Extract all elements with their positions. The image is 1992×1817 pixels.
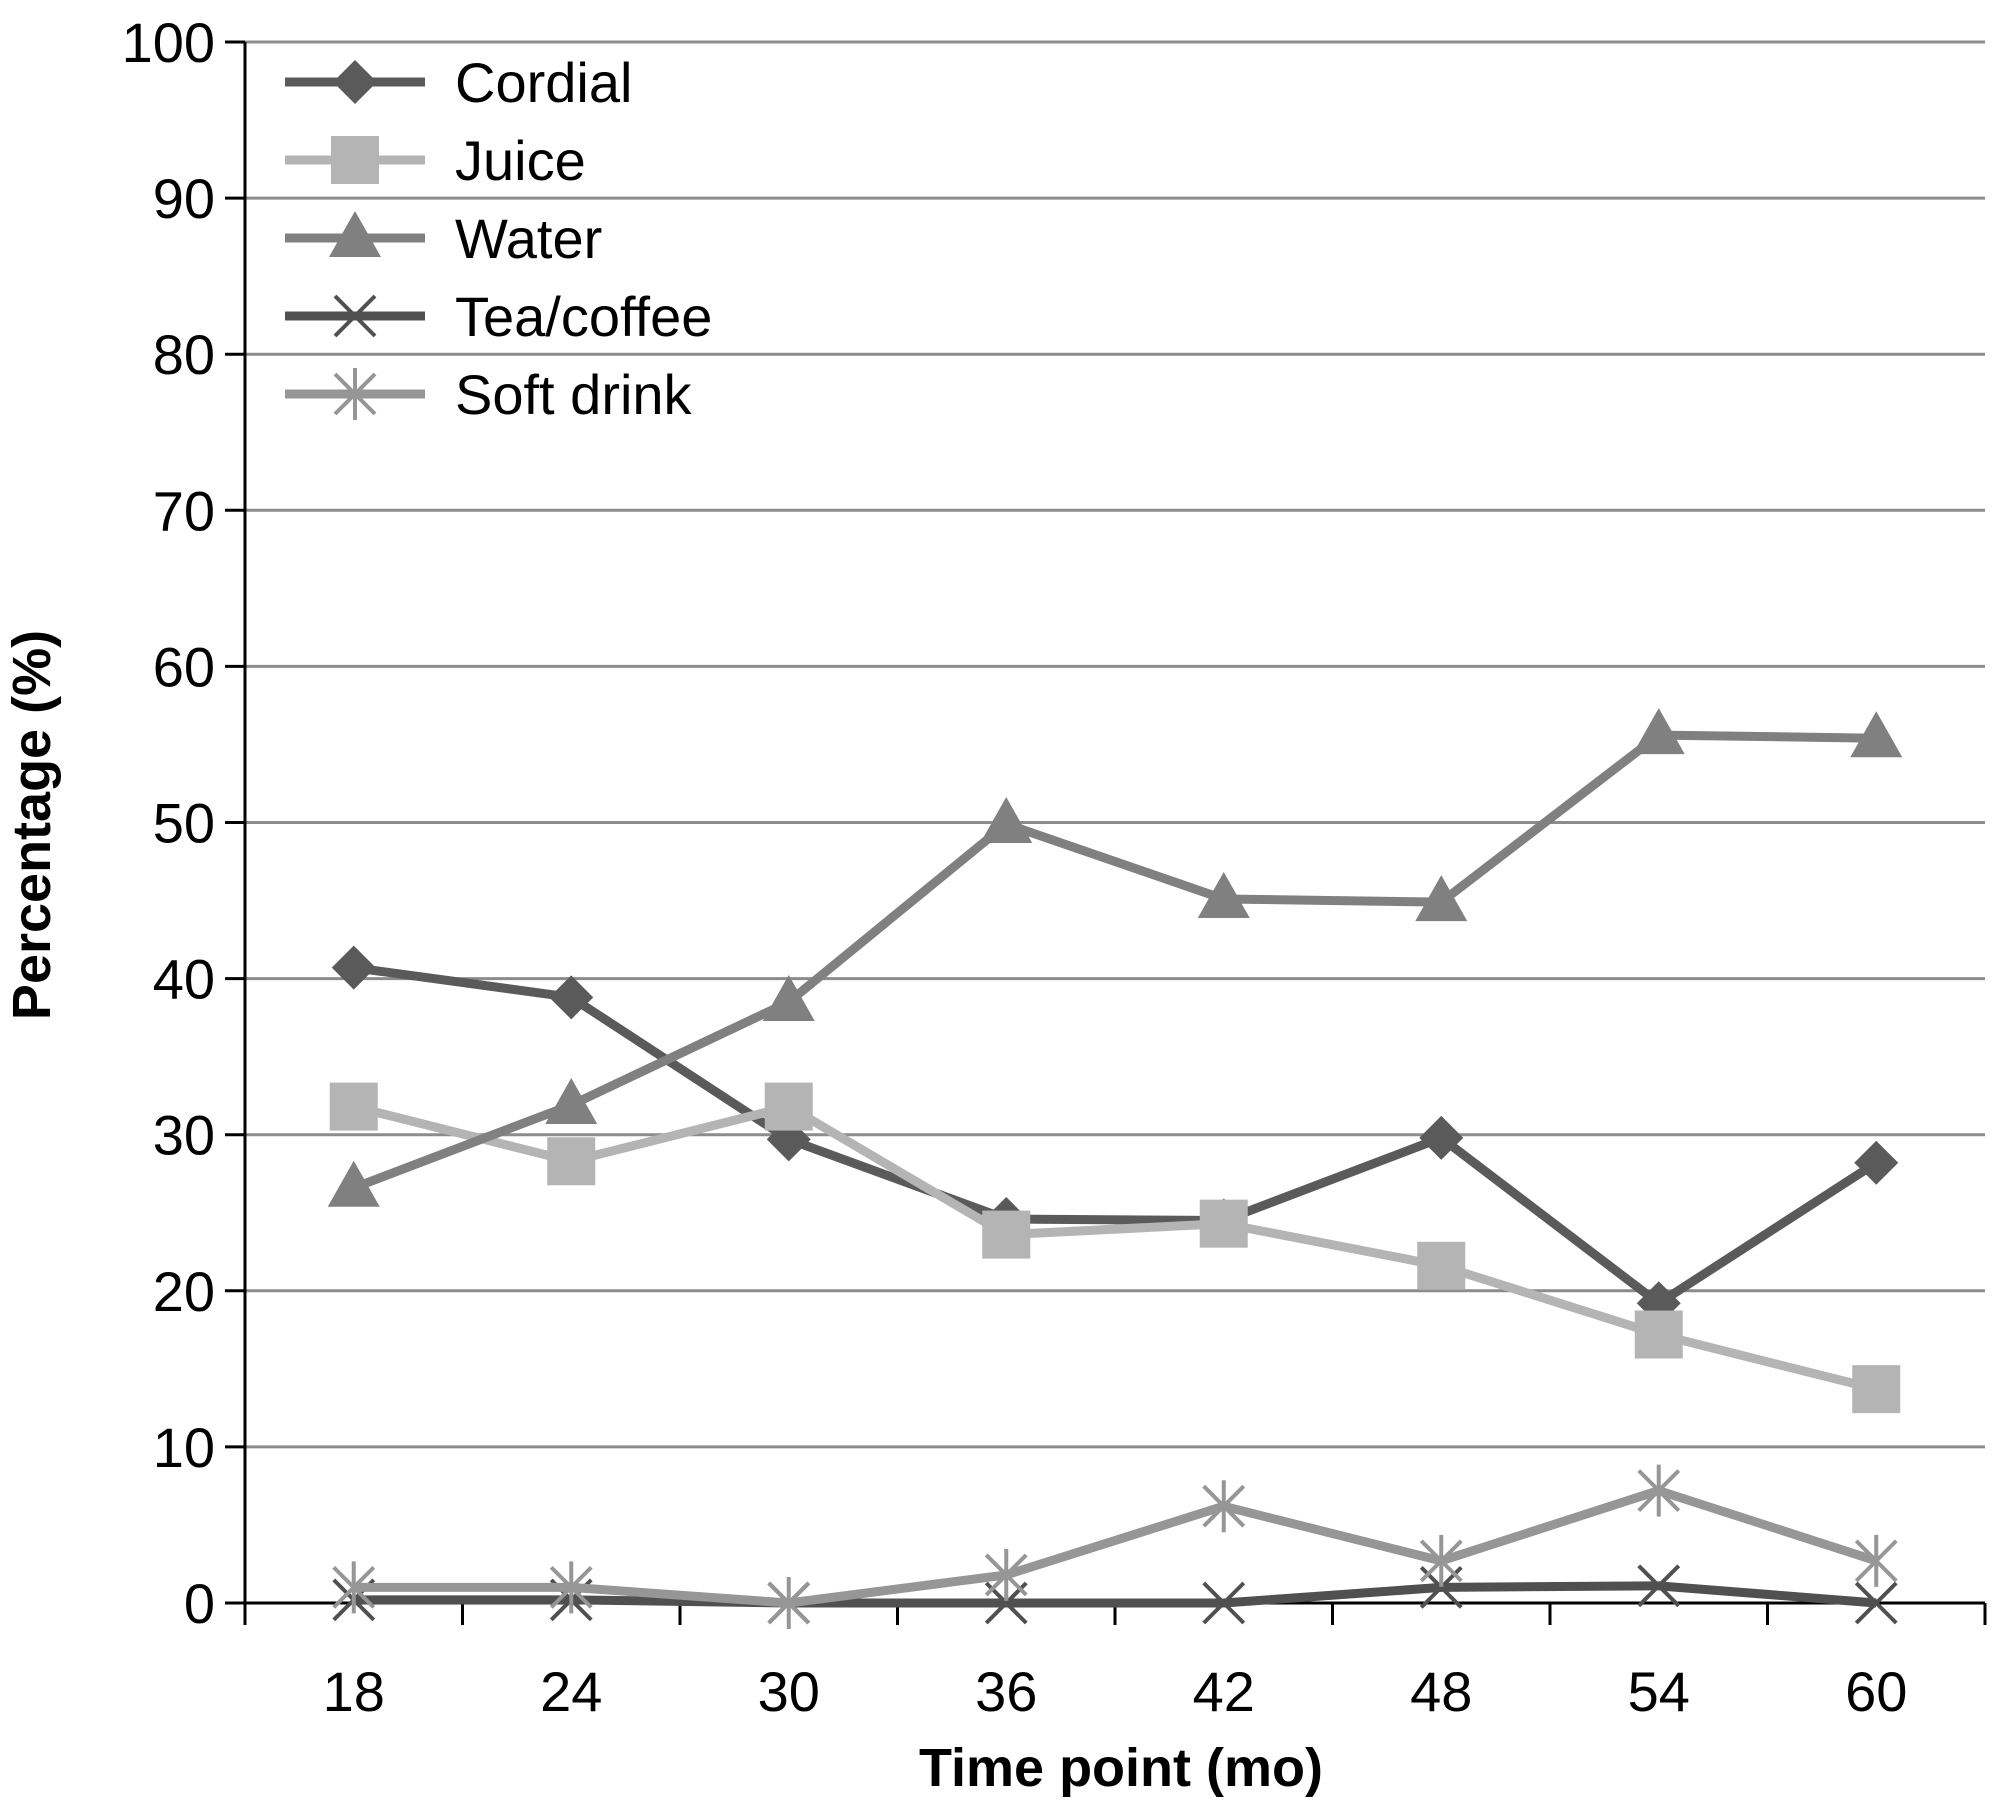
series-line-soft-drink (353, 1486, 1878, 1608)
y-tick-label: 80 (153, 323, 215, 386)
marker-stroke (1202, 1581, 1246, 1625)
data-point-soft-drink (1854, 1534, 1898, 1587)
data-point-soft-drink (549, 1561, 593, 1614)
x-tick-label: 36 (975, 1660, 1037, 1723)
y-tick-label: 70 (153, 479, 215, 542)
triangle-icon (329, 211, 381, 257)
y-tick-label: 0 (184, 1572, 215, 1635)
x-tick-label: 48 (1410, 1660, 1472, 1723)
x-axis-title: Time point (mo) (919, 1738, 1323, 1798)
data-point-water (327, 1160, 380, 1207)
series-juice (329, 1082, 1901, 1414)
data-point-soft-drink (1202, 1480, 1246, 1533)
legend-label: Soft drink (455, 363, 693, 426)
data-point-juice (982, 1210, 1031, 1259)
data-point-soft-drink (1637, 1464, 1681, 1517)
x-tick-label: 42 (1193, 1660, 1255, 1723)
data-point-water (1850, 711, 1903, 758)
data-point-juice (547, 1137, 596, 1186)
series-line-juice (352, 1102, 1878, 1394)
series-line-cordial (353, 963, 1879, 1308)
data-point-soft-drink (984, 1548, 1028, 1601)
data-point-cordial (1419, 1115, 1464, 1160)
x-tick-label: 30 (758, 1660, 820, 1723)
data-point-juice (329, 1082, 378, 1131)
y-tick-label: 60 (153, 635, 215, 698)
cross-icon (333, 294, 377, 338)
series-layer (327, 708, 1903, 1629)
data-point-water (1632, 708, 1685, 755)
legend-label: Tea/coffee (455, 285, 712, 348)
data-point-tea-coffee (1854, 1581, 1898, 1625)
data-point-water (980, 797, 1033, 844)
y-tick-label: 40 (153, 948, 215, 1011)
legend-item-cordial: Cordial (285, 51, 632, 114)
x-tick-label: 18 (323, 1660, 385, 1723)
legend-item-soft-drink: Soft drink (285, 363, 693, 426)
y-tick-label: 50 (153, 792, 215, 855)
legend-item-water: Water (285, 207, 602, 270)
series-water (327, 708, 1903, 1207)
marker-stroke (333, 294, 377, 338)
data-point-soft-drink (1419, 1534, 1463, 1587)
data-point-juice (1852, 1365, 1901, 1414)
marker-stroke (1854, 1581, 1898, 1625)
legend-label: Water (455, 207, 602, 270)
asterisk-icon (333, 368, 377, 420)
data-point-juice (1417, 1241, 1466, 1290)
y-tick-label: 100 (122, 11, 215, 74)
legend-label: Cordial (455, 51, 632, 114)
data-point-tea-coffee (1202, 1581, 1246, 1625)
data-point-cordial (1854, 1140, 1899, 1185)
data-point-cordial (549, 975, 594, 1020)
y-tick-label: 10 (153, 1416, 215, 1479)
y-tick-label: 20 (153, 1260, 215, 1323)
square-icon (331, 136, 379, 184)
data-point-water (762, 975, 815, 1022)
data-point-soft-drink (332, 1561, 376, 1614)
marker-stroke (1637, 1564, 1681, 1608)
x-tick-label: 60 (1845, 1660, 1907, 1723)
y-axis-title: Percentage (%) (2, 630, 62, 1020)
series-line-water (352, 730, 1877, 1192)
data-point-cordial (331, 945, 376, 990)
series-line-tea-coffee (353, 1581, 1877, 1608)
y-tick-label: 30 (153, 1104, 215, 1167)
data-point-water (545, 1078, 598, 1125)
data-point-tea-coffee (1637, 1564, 1681, 1608)
series-soft-drink (332, 1464, 1898, 1629)
legend-label: Juice (455, 129, 586, 192)
data-point-juice (1634, 1310, 1683, 1359)
x-tick-label: 24 (540, 1660, 602, 1723)
legend-item-juice: Juice (285, 129, 586, 192)
data-point-soft-drink (767, 1577, 811, 1629)
data-point-juice (764, 1082, 813, 1131)
legend: Cordial Juice Water Tea/coffee Soft drink (285, 51, 712, 426)
legend-item-tea-coffee: Tea/coffee (285, 285, 712, 348)
y-tick-label: 90 (153, 167, 215, 230)
data-point-water (1197, 871, 1250, 918)
data-point-juice (1199, 1199, 1248, 1248)
gridlines (245, 40, 1985, 1449)
x-tick-label: 54 (1628, 1660, 1690, 1723)
axes: 0 10 20 30 40 50 60 70 80 90 100 18 24 30 36 42 48 54 60 (122, 11, 1987, 1723)
diamond-icon (333, 60, 377, 104)
data-point-water (1415, 875, 1468, 922)
